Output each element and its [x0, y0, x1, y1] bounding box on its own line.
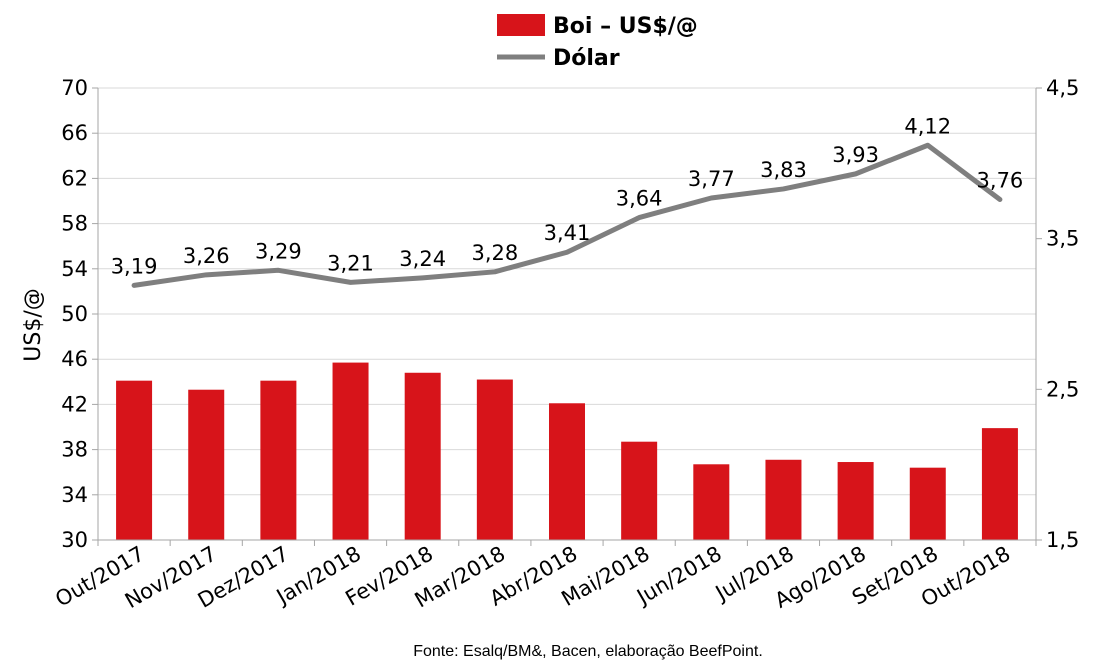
y-tick-label: 46	[61, 347, 88, 371]
line-data-label: 3,24	[399, 247, 446, 271]
y-tick-label: 66	[61, 121, 88, 145]
y-tick-label: 34	[61, 483, 88, 507]
y-tick-label: 38	[61, 438, 88, 462]
line-data-label: 3,64	[616, 187, 663, 211]
bar	[260, 380, 297, 540]
y-tick-label: 70	[61, 76, 88, 100]
bar	[909, 467, 946, 540]
left-axis-ticks: 30 34 38 42 46 50 54 58 62 66 70	[61, 76, 98, 552]
bar	[404, 372, 441, 540]
line-data-label: 3,83	[760, 158, 807, 182]
y-tick-label: 42	[61, 392, 88, 416]
legend-swatch-bar	[497, 14, 545, 36]
y2-tick-label: 2,5	[1046, 377, 1079, 401]
y-axis-label: US$/@	[21, 288, 46, 361]
x-axis-ticks: Out/2017Nov/2017Dez/2017Jan/2018Fev/2018…	[51, 540, 1037, 613]
bar	[332, 362, 369, 540]
bar-series	[116, 362, 1018, 540]
y2-tick-label: 4,5	[1046, 76, 1079, 100]
line-data-label: 3,41	[544, 221, 591, 245]
bar	[188, 389, 225, 540]
line-data-label: 3,19	[111, 254, 158, 278]
line-data-label: 4,12	[904, 114, 951, 138]
bar	[476, 379, 513, 540]
bar	[621, 441, 658, 540]
legend-label-line: Dólar	[553, 46, 620, 71]
line-data-label: 3,77	[688, 167, 735, 191]
line-data-label: 3,21	[327, 251, 374, 275]
line-data-label: 3,76	[977, 168, 1024, 192]
gridlines	[98, 87, 1036, 541]
bar	[116, 380, 153, 540]
y-tick-label: 62	[61, 166, 88, 190]
source-note: Fonte: Esalq/BM&, Bacen, elaboração Beef…	[413, 643, 763, 660]
legend: Boi – US$/@ Dólar	[497, 14, 698, 71]
right-axis-ticks: 1,5 2,5 3,5 4,5	[1036, 76, 1079, 552]
line-data-label: 3,28	[471, 241, 518, 265]
y-tick-label: 50	[61, 302, 88, 326]
bar	[693, 464, 730, 540]
line-series	[131, 142, 1003, 288]
bar	[765, 459, 802, 540]
bar	[981, 428, 1018, 540]
legend-label-bar: Boi – US$/@	[553, 14, 698, 39]
y-tick-label: 54	[61, 257, 88, 281]
bar	[837, 462, 874, 540]
y-tick-label: 30	[61, 528, 88, 552]
line-data-label: 3,26	[183, 244, 230, 268]
y2-tick-label: 3,5	[1046, 227, 1079, 251]
bar	[549, 403, 585, 540]
line-data-label: 3,29	[255, 239, 302, 263]
y-tick-label: 58	[61, 212, 88, 236]
line-data-label: 3,93	[832, 143, 879, 167]
y2-tick-label: 1,5	[1046, 528, 1079, 552]
line-data-labels: 3,19 3,26 3,29 3,21 3,24 3,28 3,41 3,64 3,77 3,83…	[111, 114, 1024, 278]
